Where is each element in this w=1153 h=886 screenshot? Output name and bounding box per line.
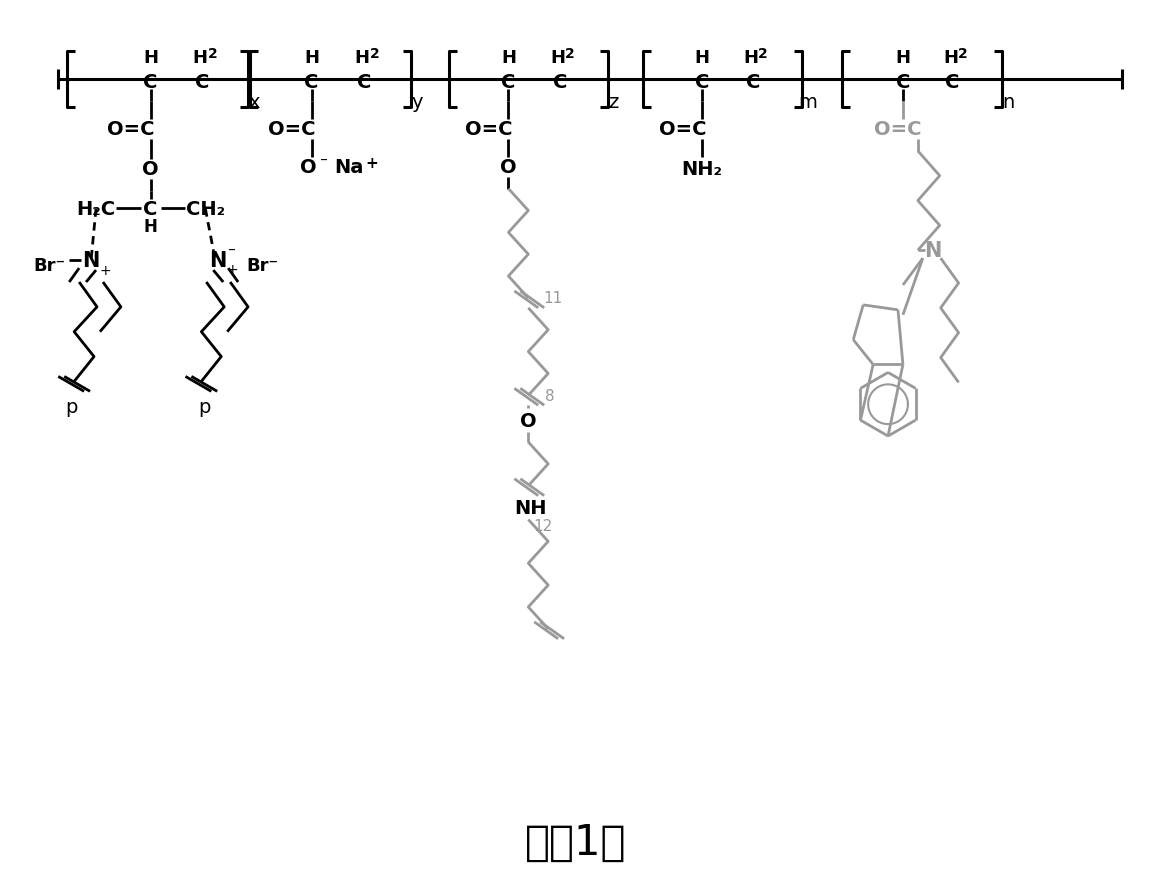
Text: C: C: [945, 73, 959, 91]
Text: 2: 2: [208, 47, 217, 61]
Text: 8: 8: [545, 388, 555, 403]
Text: O: O: [301, 158, 317, 177]
Text: C: C: [553, 73, 567, 91]
Text: 11: 11: [543, 291, 563, 306]
Text: H: H: [551, 50, 566, 67]
Text: O=C: O=C: [107, 120, 155, 139]
Text: O=C: O=C: [874, 120, 921, 139]
Text: N: N: [82, 251, 100, 271]
Text: n: n: [1002, 92, 1015, 112]
Text: 2: 2: [958, 47, 967, 61]
Text: Na: Na: [334, 158, 364, 177]
Text: z: z: [609, 92, 619, 112]
Text: 2: 2: [758, 47, 768, 61]
Text: H: H: [744, 50, 759, 67]
Text: H₂C: H₂C: [76, 199, 115, 219]
Text: N: N: [210, 251, 227, 271]
Text: 2: 2: [369, 47, 379, 61]
Text: p: p: [198, 397, 211, 416]
Text: ⁻: ⁻: [228, 245, 236, 260]
Text: O: O: [142, 160, 159, 179]
Text: H: H: [143, 50, 158, 67]
Text: O=C: O=C: [465, 120, 512, 139]
Text: p: p: [65, 397, 77, 416]
Text: CH₂: CH₂: [186, 199, 225, 219]
Text: ⁻: ⁻: [319, 156, 327, 171]
Text: 12: 12: [534, 518, 552, 533]
Text: C: C: [143, 199, 158, 219]
Text: O=C: O=C: [658, 120, 706, 139]
Text: +: +: [364, 156, 378, 171]
Text: C: C: [195, 73, 210, 91]
Text: C: C: [502, 73, 515, 91]
Text: O=C: O=C: [267, 120, 316, 139]
Text: NH₂: NH₂: [681, 160, 723, 179]
Text: H: H: [193, 50, 208, 67]
Text: C: C: [695, 73, 709, 91]
Text: C: C: [357, 73, 371, 91]
Text: y: y: [412, 92, 423, 112]
Text: C: C: [143, 73, 158, 91]
Text: +: +: [99, 264, 111, 278]
Text: m: m: [798, 92, 817, 112]
Text: H: H: [943, 50, 958, 67]
Text: H: H: [500, 50, 515, 67]
Text: C: C: [896, 73, 910, 91]
Text: C: C: [746, 73, 760, 91]
Text: x: x: [248, 92, 259, 112]
Text: Br⁻: Br⁻: [33, 257, 66, 275]
Text: N: N: [924, 241, 942, 260]
Text: H: H: [355, 50, 370, 67]
Text: +: +: [226, 263, 238, 276]
Text: Br⁻: Br⁻: [246, 257, 278, 275]
Text: O: O: [520, 411, 536, 431]
Text: H: H: [304, 50, 319, 67]
Text: H: H: [896, 50, 911, 67]
Text: O: O: [500, 158, 517, 177]
Text: C: C: [304, 73, 319, 91]
Text: H: H: [695, 50, 710, 67]
Text: H: H: [144, 218, 158, 236]
Text: NH: NH: [514, 499, 547, 517]
Text: 式（1）: 式（1）: [526, 820, 627, 862]
Text: 2: 2: [565, 47, 575, 61]
